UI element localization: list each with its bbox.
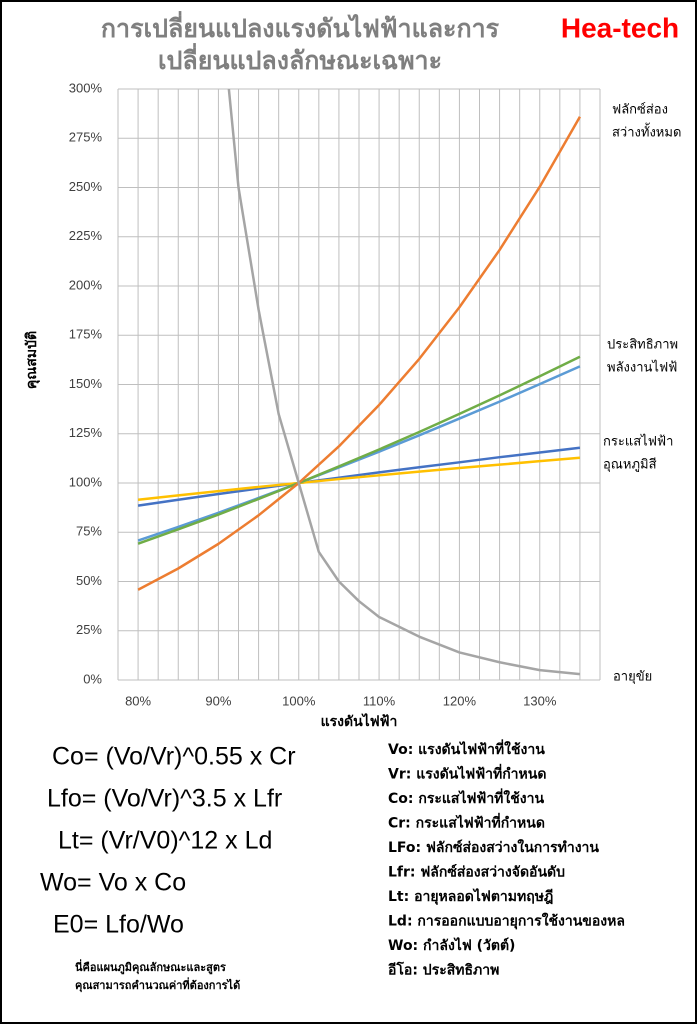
series-line (137, 365, 581, 542)
formula: Lfo= (Vo/Vr)^3.5 x Lfr (47, 785, 282, 813)
definition: Co: กระแสไฟฟ้าที่ใช้งาน (388, 788, 544, 807)
x-tick-label: 110% (363, 693, 396, 708)
series-end-label: ฟลักซ์ส่อง (612, 102, 668, 118)
series-line (137, 116, 582, 591)
y-tick-label: 75% (76, 524, 102, 539)
definition: Lt: อายุหลอดไฟตามทฤษฎี (388, 887, 553, 905)
definition: Vo: แรงดันไฟฟ้าที่ใช้งาน (388, 739, 545, 758)
x-tick-label: 120% (443, 693, 477, 708)
definition: Lfr: ฟลักซ์ส่องสว่างจัดอันดับ (388, 864, 565, 881)
y-tick-label: 125% (69, 425, 103, 440)
y-tick-label: 175% (69, 327, 103, 342)
footnote: นี่คือแผนภูมิคุณลักษณะและสูตร (75, 959, 226, 975)
series-end-label: สว่างทั้งหมด (612, 123, 681, 141)
y-tick-label: 200% (69, 277, 103, 292)
brand: Hea-tech (561, 12, 679, 43)
y-tick-label: 100% (69, 474, 103, 489)
definition: Wo: กำลังไฟ (วัตต์) (388, 936, 515, 954)
definition: Ld: การออกแบบอายุการใช้งานของหล (388, 912, 625, 930)
formula: Lt= (Vr/V0)^12 x Ld (58, 827, 272, 855)
y-axis-label: คุณสมบัติ (24, 331, 40, 389)
series-end-label: อายุขัย (613, 670, 652, 685)
series-line (137, 446, 581, 507)
y-tick-label: 25% (76, 622, 102, 637)
formula: E0= Lfo/Wo (53, 911, 184, 939)
footnote: คุณสามารถคำนวณค่าที่ต้องการได้ (75, 977, 240, 993)
formula: Co= (Vo/Vr)^0.55 x Cr (52, 743, 296, 771)
definition: Cr: กระแสไฟฟ้าที่กำหนด (388, 813, 545, 832)
definition: อีโอ: ประสิทธิภาพ (387, 961, 499, 979)
x-tick-label: 130% (523, 693, 557, 708)
y-tick-label: 150% (69, 376, 103, 391)
y-tick-label: 250% (69, 179, 103, 194)
series-line (137, 355, 581, 545)
y-tick-label: 50% (76, 573, 102, 588)
series-end-label: พลังงานไฟฟ้ (607, 360, 677, 376)
x-axis-label: แรงดันไฟฟ้า (321, 712, 398, 730)
definition: Vr: แรงดันไฟฟ้าที่กำหนด (388, 764, 546, 783)
chart-title: การเปลี่ยนแปลงแรงดันไฟฟ้าและการ (101, 11, 500, 43)
series-end-label: กระแสไฟฟ้า (603, 434, 673, 450)
y-tick-label: 0% (83, 671, 102, 686)
series-end-label: ประสิทธิภาพ (607, 338, 678, 353)
x-tick-label: 100% (282, 693, 316, 708)
y-tick-label: 300% (69, 80, 103, 95)
formula: Wo= Vo x Co (40, 869, 186, 897)
x-tick-label: 80% (125, 693, 151, 708)
y-tick-label: 225% (69, 228, 103, 243)
x-tick-label: 90% (205, 693, 231, 708)
series-line (227, 89, 581, 676)
series-end-label: อุณหภูมิสี (603, 457, 657, 473)
definition: LFo: ฟลักซ์ส่องสว่างในการทำงาน (388, 838, 599, 856)
chart-title: เปลี่ยนแปลงลักษณะเฉพาะ (158, 43, 442, 75)
series-line (137, 456, 581, 501)
y-tick-label: 275% (69, 130, 103, 145)
